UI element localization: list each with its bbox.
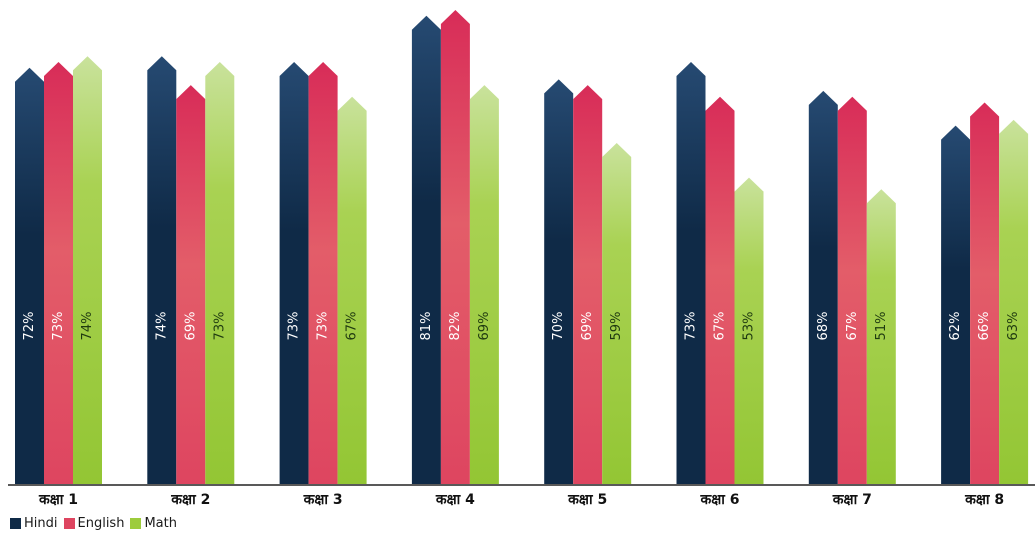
legend-swatch-english: [63, 518, 75, 529]
data-label-english-3: 73%: [316, 312, 331, 341]
legend-item-hindi: Hindi: [10, 516, 58, 531]
bar-hindi-7: [808, 90, 838, 485]
data-label-english-1: 73%: [51, 312, 66, 341]
bar-math-7: [866, 189, 896, 484]
data-label-math-8: 63%: [1006, 312, 1021, 341]
bars-layer: 72% 73% 74% 74% 69% 73% 73% 73% 67% 81% 82% 69% 70% 6…: [15, 10, 1029, 485]
bar-hindi-3: [279, 62, 309, 485]
x-tick-label-5: कक्षा 5: [567, 492, 607, 508]
legend: Hindi English Math: [10, 516, 183, 531]
bar-english-3: [308, 62, 338, 485]
data-label-english-7: 67%: [845, 312, 860, 341]
data-label-math-1: 74%: [80, 312, 95, 341]
data-label-hindi-6: 73%: [684, 312, 699, 341]
data-label-english-8: 66%: [977, 312, 992, 341]
data-label-math-7: 51%: [874, 312, 889, 341]
bar-math-1: [73, 56, 102, 485]
x-tick-label-6: कक्षा 6: [699, 492, 739, 508]
bar-hindi-8: [941, 125, 971, 485]
data-label-math-2: 73%: [212, 312, 227, 341]
data-label-hindi-4: 81%: [419, 312, 434, 341]
bar-math-6: [734, 177, 764, 484]
bar-english-4: [440, 10, 470, 484]
bar-english-6: [705, 96, 735, 485]
x-tick-label-4: कक्षा 4: [435, 492, 475, 508]
bar-hindi-5: [544, 79, 574, 485]
bar-hindi-1: [15, 67, 44, 485]
bar-hindi-4: [411, 15, 441, 485]
x-tick-label-8: कक्षा 8: [964, 492, 1004, 508]
bar-math-4: [469, 85, 499, 485]
data-label-math-6: 53%: [742, 312, 757, 341]
data-label-math-4: 69%: [477, 312, 492, 341]
data-label-hindi-3: 73%: [287, 312, 302, 341]
legend-label-math: Math: [144, 516, 177, 531]
bar-hindi-2: [147, 56, 177, 485]
legend-item-math: Math: [130, 516, 177, 531]
bar-hindi-6: [676, 62, 706, 485]
data-label-hindi-8: 62%: [948, 312, 963, 341]
legend-swatch-hindi: [10, 518, 21, 529]
bar-english-5: [573, 85, 603, 485]
data-label-math-5: 59%: [609, 312, 624, 341]
data-label-english-6: 67%: [713, 312, 728, 341]
bar-math-2: [205, 62, 235, 485]
legend-label-english: English: [77, 516, 125, 531]
data-label-english-4: 82%: [448, 312, 463, 341]
data-label-hindi-7: 68%: [816, 312, 831, 341]
data-label-math-3: 67%: [345, 312, 360, 341]
x-tick-label-2: कक्षा 2: [170, 492, 210, 508]
data-label-english-5: 69%: [580, 312, 595, 341]
data-label-hindi-2: 74%: [154, 312, 169, 341]
bar-english-1: [44, 62, 73, 485]
bar-english-8: [970, 102, 1000, 485]
data-label-hindi-1: 72%: [22, 312, 37, 341]
x-tick-label-7: कक्षा 7: [832, 492, 872, 508]
bar-english-2: [176, 85, 206, 485]
bar-math-8: [999, 119, 1029, 484]
x-tick-label-3: कक्षा 3: [303, 492, 343, 508]
legend-item-english: English: [63, 516, 125, 531]
x-tick-label-1: कक्षा 1: [38, 492, 78, 508]
x-tick-labels: कक्षा 1 कक्षा 2 कक्षा 3 कक्षा 4 कक्षा 5 कक्षा…: [38, 492, 1004, 508]
legend-swatch-math: [130, 518, 142, 529]
bar-math-5: [602, 142, 632, 484]
legend-label-hindi: Hindi: [24, 516, 58, 531]
bar-english-7: [837, 96, 867, 485]
data-label-english-2: 69%: [183, 312, 198, 341]
data-label-hindi-5: 70%: [551, 312, 566, 341]
bar-math-3: [337, 96, 367, 485]
